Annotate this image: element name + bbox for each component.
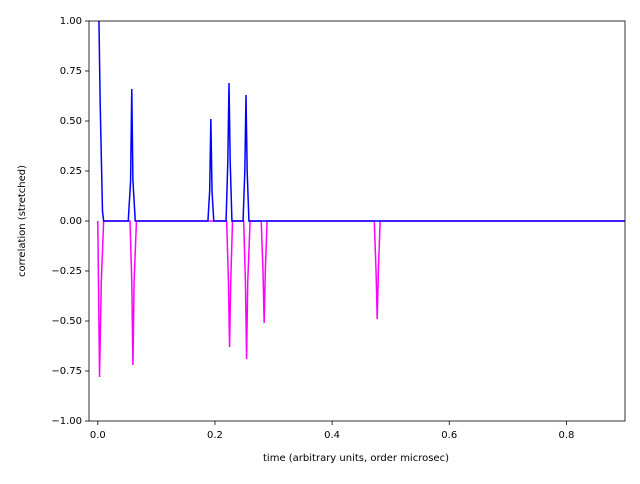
y-axis-label: correlation (stretched) [17,165,28,277]
y-tick-label: 1.00 [60,16,82,27]
x-tick-label: 0.6 [441,430,457,441]
x-axis-label: time (arbitrary units, order microsec) [263,453,449,464]
series-line [98,21,625,222]
y-tick-label: −1.00 [51,416,82,427]
series-line [97,220,625,378]
y-tick-label: 0.00 [60,216,82,227]
y-tick-label: −0.75 [51,366,82,377]
x-tick-label: 0.0 [90,430,106,441]
y-tick-label: 0.25 [60,166,82,177]
plot-frame [88,20,626,422]
y-tick-label: 0.50 [60,116,82,127]
x-tick-label: 0.8 [558,430,574,441]
y-tick-label: −0.50 [51,316,82,327]
x-tick-label: 0.4 [324,430,340,441]
y-tick-label: −0.25 [51,266,82,277]
x-tick-label: 0.2 [207,430,223,441]
y-tick-label: 0.75 [60,66,82,77]
